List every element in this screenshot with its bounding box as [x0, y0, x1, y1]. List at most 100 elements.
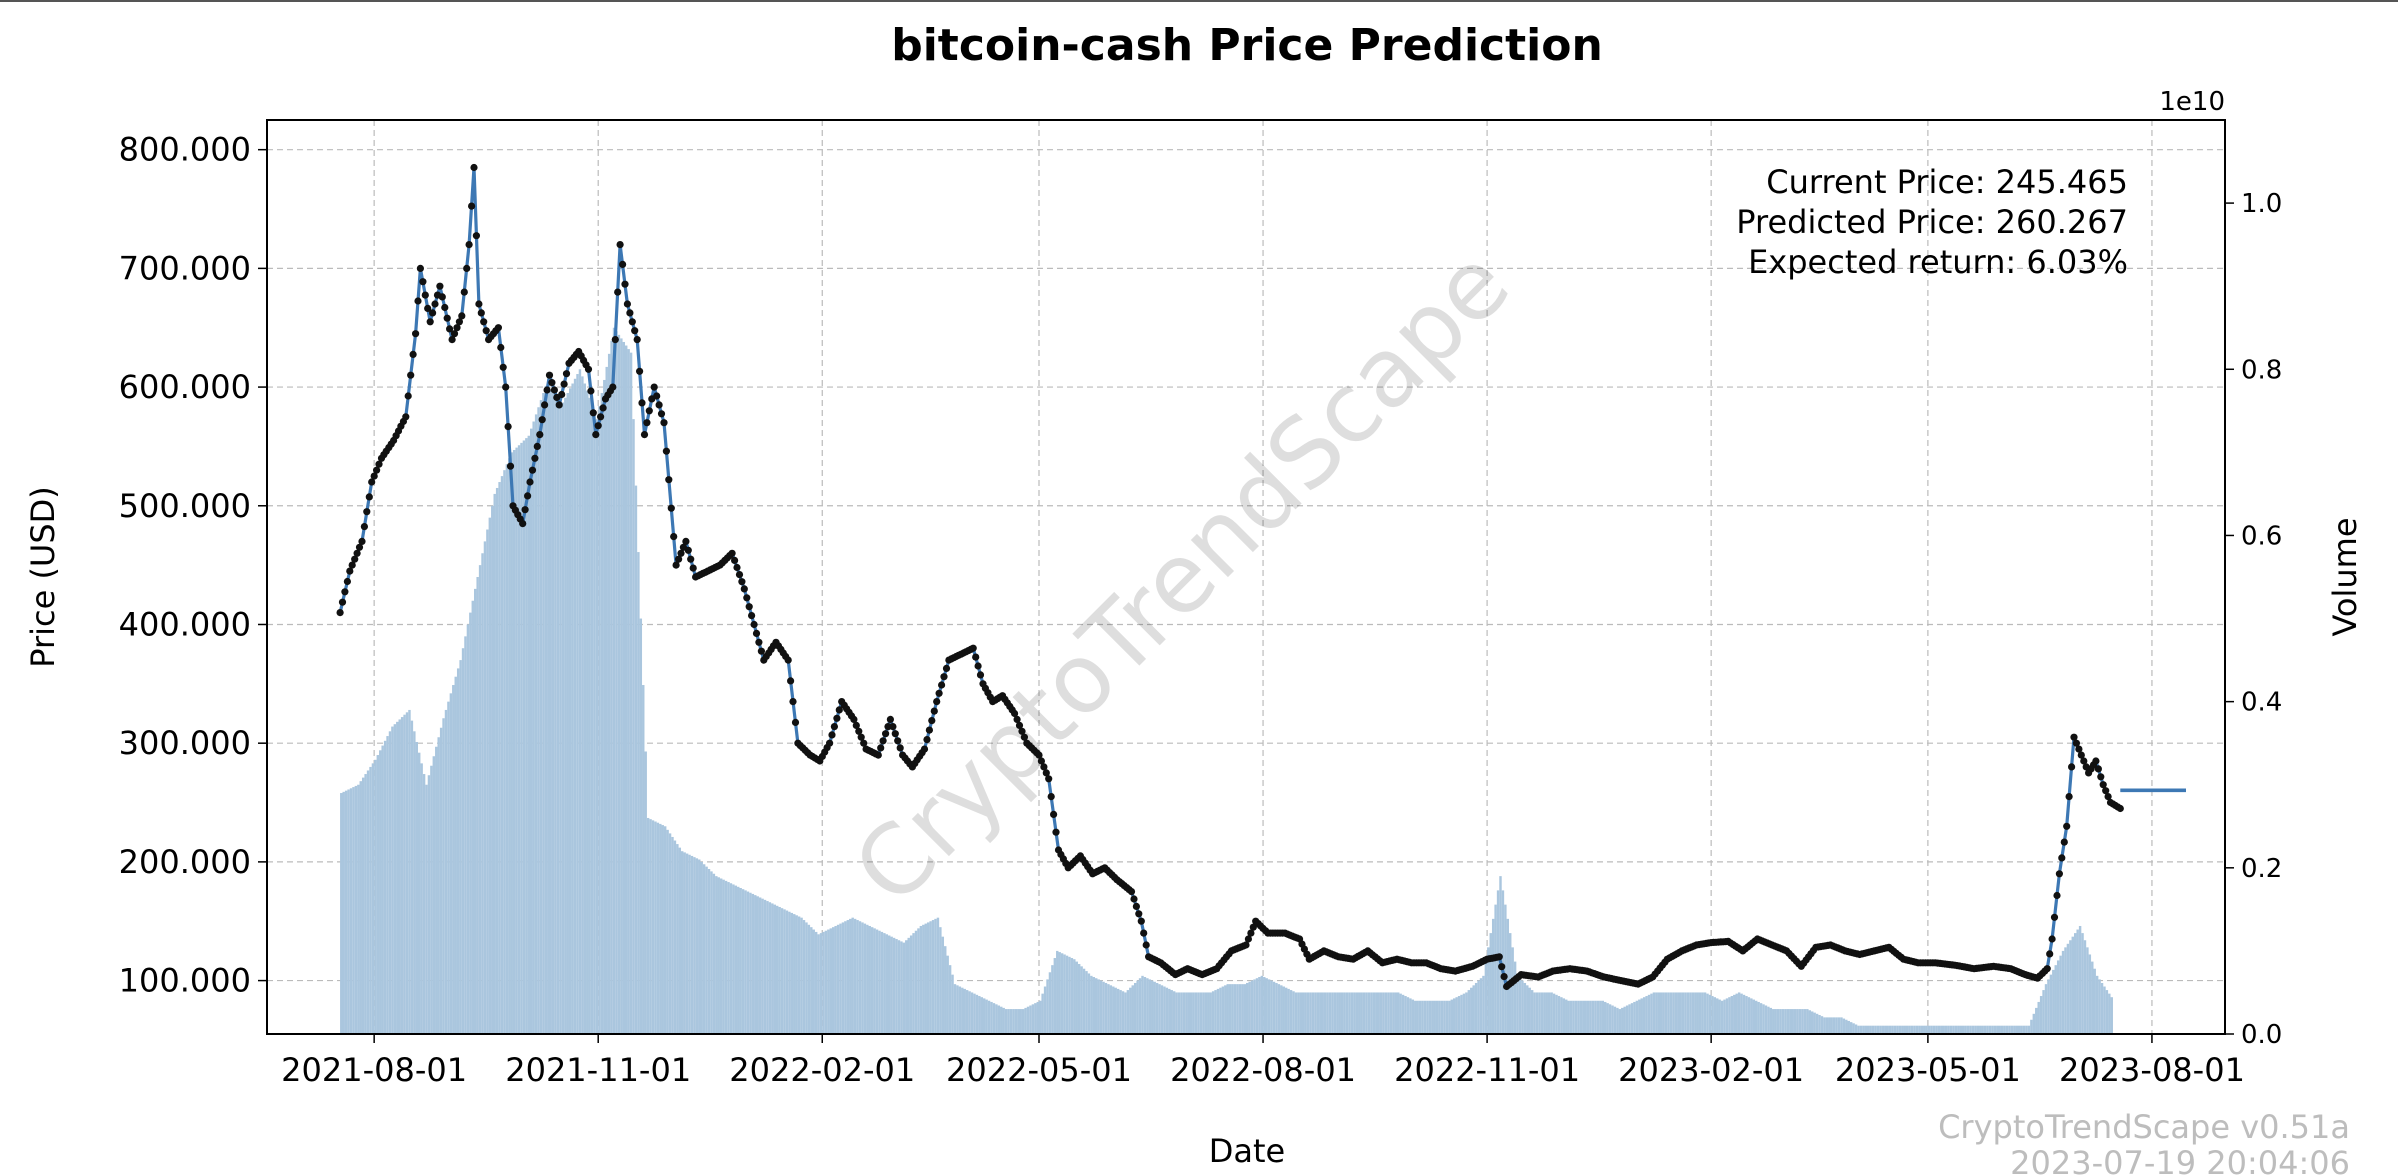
volume-bar — [1314, 992, 1317, 1034]
volume-bar — [883, 933, 886, 1034]
volume-bar — [1993, 1025, 1997, 1034]
volume-bar — [1552, 993, 1556, 1034]
volume-bar — [1633, 1001, 1636, 1034]
volume-bar — [1236, 984, 1239, 1034]
price-point — [757, 647, 766, 655]
volume-bar — [1655, 992, 1658, 1034]
price-point — [619, 260, 627, 268]
volume-bar — [1640, 998, 1643, 1034]
price-point — [826, 739, 834, 747]
volume-bar — [1063, 954, 1066, 1034]
volume-bar — [1711, 996, 1714, 1034]
volume-bar — [1175, 992, 1178, 1034]
volume-bar — [900, 941, 903, 1034]
volume-bar — [1343, 992, 1346, 1034]
volume-bar — [1562, 998, 1566, 1034]
price-point — [784, 656, 792, 664]
volume-bar — [2020, 1025, 2023, 1034]
volume-bar — [1387, 992, 1390, 1034]
volume-bar — [992, 1003, 996, 1034]
volume-bar — [2042, 990, 2045, 1034]
volume-bar — [1674, 992, 1678, 1034]
volume-bar — [919, 925, 923, 1034]
volume-bar — [559, 400, 562, 1034]
volume-bar — [1360, 992, 1363, 1034]
volume-bar — [481, 553, 484, 1034]
volume-bar — [1691, 992, 1695, 1034]
price-point — [528, 466, 537, 474]
price-point — [2058, 854, 2066, 862]
price-point — [373, 466, 381, 474]
price-point — [2065, 793, 2073, 801]
volume-bar — [705, 866, 708, 1034]
volume-bar — [1949, 1025, 1953, 1034]
volume-bar — [1706, 993, 1709, 1034]
volume-bar — [1784, 1009, 1787, 1034]
volume-bar — [1487, 947, 1490, 1034]
volume-bar — [444, 709, 448, 1034]
volume-bar — [449, 693, 453, 1034]
volume-bar — [396, 721, 399, 1034]
volume-bar — [995, 1004, 998, 1034]
volume-bar — [1947, 1025, 1950, 1034]
volume-bar — [1879, 1025, 1882, 1034]
volume-bar — [895, 939, 898, 1034]
volume-bar — [1185, 992, 1188, 1034]
volume-bar — [1333, 992, 1337, 1034]
volume-bar — [391, 726, 394, 1034]
price-point — [653, 392, 661, 400]
volume-bar — [1029, 1005, 1032, 1034]
volume-bar — [1362, 992, 1366, 1034]
volume-bar — [1528, 987, 1531, 1034]
volume-bar — [383, 740, 387, 1034]
volume-bar — [364, 774, 367, 1034]
price-point — [353, 549, 361, 557]
price-point — [750, 620, 758, 629]
volume-bar — [1662, 992, 1665, 1034]
volume-bars — [340, 327, 2113, 1035]
price-point — [740, 585, 748, 593]
volume-bar — [1209, 992, 1212, 1034]
volume-bar — [1986, 1025, 1989, 1034]
price-point — [976, 671, 985, 679]
volume-bar — [1316, 992, 1320, 1034]
volume-bar — [503, 470, 506, 1034]
volume-bar — [1231, 984, 1234, 1034]
volume-bar — [870, 927, 874, 1034]
volume-bar — [1328, 992, 1332, 1034]
volume-bar — [727, 882, 730, 1034]
volume-bar — [824, 930, 828, 1034]
volume-bar — [1757, 1001, 1760, 1034]
volume-bar — [2093, 968, 2096, 1034]
volume-bar — [469, 612, 472, 1034]
price-point — [752, 629, 761, 638]
price-point — [2080, 757, 2088, 765]
price-point — [689, 564, 697, 572]
price-point — [448, 336, 456, 344]
price-point — [443, 314, 451, 322]
volume-bar — [586, 390, 589, 1034]
volume-bar — [1859, 1025, 1863, 1034]
price-point — [446, 325, 454, 333]
volume-bar — [678, 847, 682, 1034]
volume-bar — [1896, 1025, 1899, 1034]
price-point — [465, 241, 473, 249]
price-point — [787, 677, 795, 685]
volume-bar — [1974, 1025, 1977, 1034]
volume-bar — [2052, 969, 2055, 1034]
volume-bar — [1246, 982, 1249, 1034]
price-point — [2104, 793, 2112, 801]
volume-bar — [2039, 996, 2043, 1034]
volume-bar — [668, 833, 672, 1034]
volume-bar — [1095, 978, 1098, 1034]
volume-bar — [400, 717, 404, 1034]
price-point — [414, 297, 422, 305]
volume-bar — [1009, 1009, 1013, 1034]
volume-bar — [914, 930, 918, 1034]
volume-bar — [1170, 990, 1173, 1034]
price-point — [735, 571, 744, 579]
volume-bar — [1798, 1009, 1802, 1034]
volume-bar — [1613, 1006, 1617, 1034]
volume-bar — [1353, 992, 1356, 1034]
volume-bar — [1940, 1025, 1943, 1034]
